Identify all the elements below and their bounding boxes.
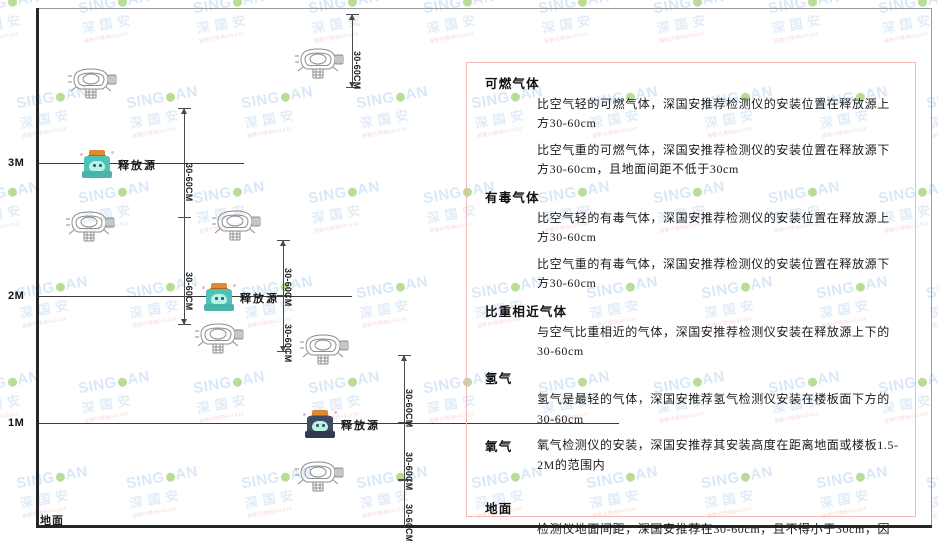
panel-section-body: 检测仪地面间距，深国安推荐在30-60cm，且不得小于30cm，因为过低容易水溅… <box>485 520 899 541</box>
release-source-label: 释放源 <box>118 160 157 172</box>
panel-section: 氧气 氧气检测仪的安装，深国安推荐其安装高度在距离地面或楼板1.5-2M的范围内 <box>485 436 899 482</box>
watermark-dot-icon <box>6 0 18 8</box>
gas-detector-icon <box>208 204 262 246</box>
watermark-dot-icon <box>691 0 703 8</box>
release-source-label: 释放源 <box>240 293 279 305</box>
panel-section-list: 可燃气体比空气轻的可燃气体，深国安推荐检测仪的安装位置在释放源上方30-60cm… <box>485 73 899 541</box>
ground-label: 地面 <box>40 515 64 527</box>
ground-baseline <box>36 525 932 528</box>
dimension-label: 30-60CM <box>404 389 414 428</box>
vertical-axis <box>36 8 39 528</box>
panel-section-heading: 比重相近气体 <box>485 304 568 319</box>
panel-paragraph: 与空气比重相近的气体，深国安推荐检测仪安装在释放源上下的30-60cm <box>537 324 890 358</box>
gas-detector-icon <box>291 455 345 497</box>
panel-section: 地面检测仪地面间距，深国安推荐在30-60cm，且不得小于30cm，因为过低容易… <box>485 498 899 541</box>
watermark-dot-icon <box>461 0 473 8</box>
level-label-1m: 1M <box>8 417 25 429</box>
dimension-label: 30-60CM <box>184 271 194 310</box>
panel-paragraph: 比空气重的可燃气体，深国安推荐检测仪的安装位置在释放源下方30-60cm，且地面… <box>537 142 890 177</box>
dimension-label: 30-60CM <box>352 51 362 90</box>
level-label-2m: 2M <box>8 290 25 302</box>
panel-section: 氢气氢气是最轻的气体，深国安推荐氢气检测仪安装在楼板面下方的30-60cm <box>485 368 899 429</box>
panel-section: 有毒气体比空气轻的有毒气体，深国安推荐检测仪的安装位置在释放源上方30-60cm… <box>485 187 899 294</box>
dimension-label: 30-60CM <box>283 324 293 363</box>
watermark-subtext: 报警代理商641434 <box>931 316 938 330</box>
watermark-subtext: 报警代理商641434 <box>931 126 938 140</box>
panel-paragraph: 氢气是最轻的气体，深国安推荐氢气检测仪安装在楼板面下方的30-60cm <box>537 392 890 426</box>
watermark-dot-icon <box>6 377 18 388</box>
gas-detector-icon <box>191 317 245 359</box>
release-source-icon <box>303 409 337 439</box>
watermark-dot-icon <box>116 0 128 8</box>
gas-detector-icon <box>296 328 350 370</box>
dimension-label: 30-60CM <box>283 268 293 307</box>
level-line-3m <box>39 163 244 164</box>
watermark-dot-icon <box>6 187 18 198</box>
watermark-dot-icon <box>346 0 358 8</box>
panel-paragraph: 检测仪地面间距，深国安推荐在30-60cm，且不得小于30cm，因为过低容易水溅… <box>537 522 891 537</box>
panel-section-body: 比空气轻的可燃气体，深国安推荐检测仪的安装位置在释放源上方30-60cm 比空气重… <box>485 95 899 180</box>
panel-paragraph: 比空气轻的有毒气体，深国安推荐检测仪的安装位置在释放源上方30-60cm <box>537 210 890 245</box>
watermark-subtext: 报警代理商641434 <box>931 506 938 520</box>
panel-paragraph: 比空气轻的可燃气体，深国安推荐检测仪的安装位置在释放源上方30-60cm <box>537 97 890 131</box>
panel-paragraph: 氧气检测仪的安装，深国安推荐其安装高度在距离地面或楼板1.5-2M的范围内 <box>537 438 899 472</box>
panel-section-heading: 可燃气体 <box>485 77 540 91</box>
watermark-dot-icon <box>576 0 588 8</box>
gas-detector-icon <box>62 205 116 247</box>
watermark-dot-icon <box>806 0 818 8</box>
panel-section-heading: 有毒气体 <box>485 190 540 205</box>
level-line-2m <box>39 296 304 297</box>
installation-guidance-panel: 可燃气体比空气轻的可燃气体，深国安推荐检测仪的安装位置在释放源上方30-60cm… <box>466 62 916 536</box>
panel-section-body: 氧气检测仪的安装，深国安推荐其安装高度在距离地面或楼板1.5-2M的范围内 <box>537 436 899 482</box>
release-source-icon <box>202 282 236 312</box>
watermark-dot-icon <box>231 0 243 8</box>
panel-section: 可燃气体比空气轻的可燃气体，深国安推荐检测仪的安装位置在释放源上方30-60cm… <box>485 73 899 180</box>
panel-section-body: 与空气比重相近的气体，深国安推荐检测仪安装在释放源上下的30-60cm <box>485 323 899 362</box>
panel-section-heading: 地面 <box>485 502 513 517</box>
panel-section-heading: 氢气 <box>485 372 513 387</box>
watermark-dot-icon <box>916 0 928 8</box>
release-source-label: 释放源 <box>341 420 380 432</box>
panel-paragraph: 比空气重的有毒气体，深国安推荐检测仪的安装位置在释放源下方30-60cm <box>537 256 890 291</box>
panel-section-body: 氢气是最轻的气体，深国安推荐氢气检测仪安装在楼板面下方的30-60cm <box>485 390 899 429</box>
level-label-3m: 3M <box>8 157 25 169</box>
gas-detector-icon <box>291 42 345 84</box>
dimension-label: 30-60CM <box>404 503 414 541</box>
dimension-label: 30-60CM <box>404 451 414 490</box>
gas-detector-icon <box>64 62 118 104</box>
leader-line-2m <box>298 296 352 297</box>
dimension-label: 30-60CM <box>184 163 194 202</box>
panel-section-heading: 氧气 <box>485 440 513 455</box>
panel-section-body: 比空气轻的有毒气体，深国安推荐检测仪的安装位置在释放源上方30-60cm 比空气重… <box>485 209 899 294</box>
release-source-icon <box>80 149 114 179</box>
leader-line-1m <box>374 423 404 424</box>
panel-section: 比重相近气体与空气比重相近的气体，深国安推荐检测仪安装在释放源上下的30-60c… <box>485 301 899 362</box>
